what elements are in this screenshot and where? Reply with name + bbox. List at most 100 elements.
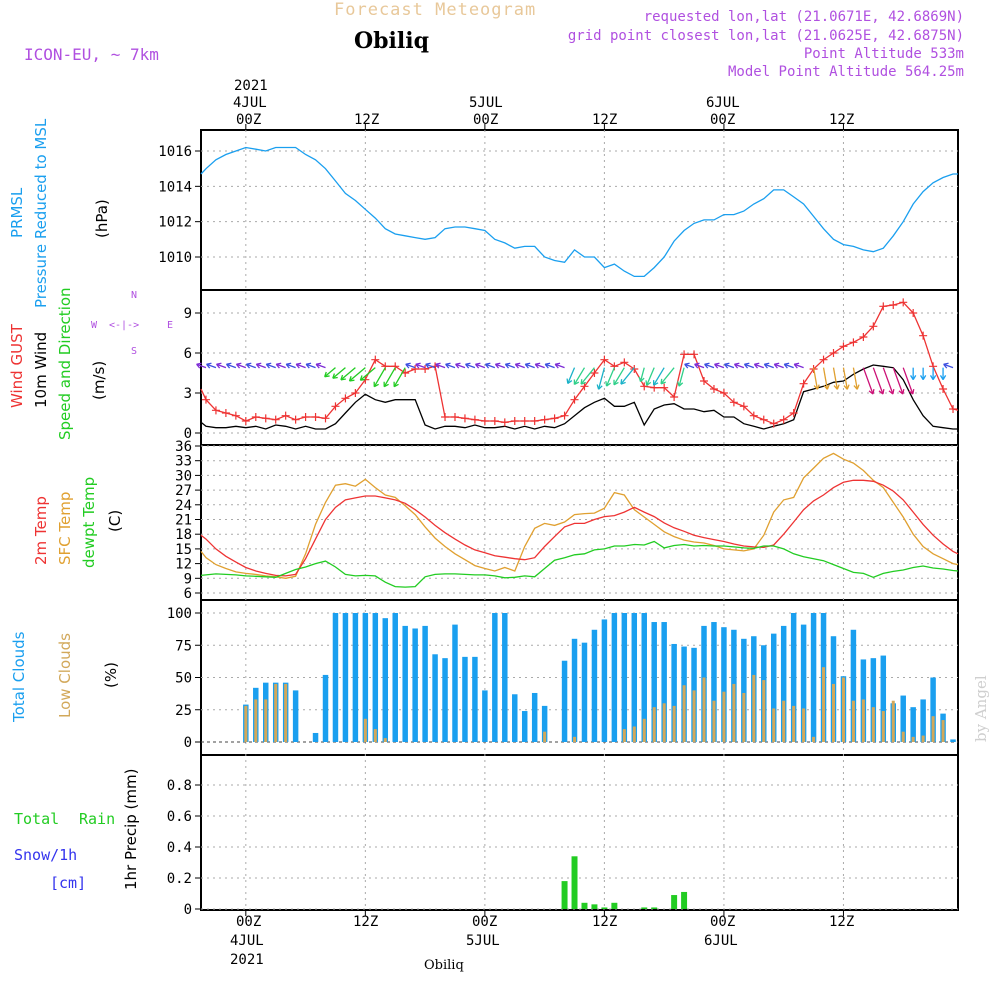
top-date-3: 5JUL — [469, 95, 503, 111]
gust-marker — [879, 302, 888, 311]
wind-arrow-head — [245, 362, 252, 369]
wind-arrow — [620, 367, 635, 385]
top-time-6: 12Z — [829, 112, 855, 128]
low-cloud-bar — [941, 720, 945, 742]
bottom-time-5: 00Z — [710, 914, 736, 930]
total-cloud-bar — [561, 660, 568, 742]
total-cloud-bar — [402, 625, 408, 742]
wind-arrow — [573, 367, 586, 385]
total-cloud-bar — [611, 613, 618, 742]
gust-marker — [381, 362, 390, 371]
wind-arrow — [515, 363, 525, 369]
gust-marker — [899, 298, 908, 307]
wind-arrow — [445, 363, 456, 369]
temp-ytick-label: 12 — [175, 557, 192, 573]
wind-arrow-head — [763, 362, 770, 369]
wind-arrow — [714, 363, 725, 369]
total-cloud-bar — [800, 624, 807, 742]
wind-arrow — [764, 363, 774, 369]
wind-ytick-label: 3 — [184, 386, 192, 402]
wind-arrow-head — [920, 375, 927, 381]
wind-arrow — [332, 367, 346, 379]
pressure-ytick-label: 1016 — [158, 144, 192, 160]
wind-arrow-head — [494, 362, 501, 369]
label-snow: Snow/1h — [14, 846, 78, 864]
low-cloud-bar — [622, 729, 626, 742]
wind-arrow-head — [393, 381, 399, 388]
total-cloud-bar — [482, 690, 488, 742]
wind-arrow-head — [435, 362, 441, 369]
gust-marker — [580, 382, 589, 391]
low-cloud-bar — [802, 708, 806, 742]
wind-arrow — [793, 363, 804, 369]
total-cloud-bar — [581, 642, 588, 742]
wind-arrow — [822, 367, 828, 390]
total-cloud-bar — [810, 613, 817, 742]
wind-arrow-head — [653, 380, 659, 386]
gust-marker — [231, 411, 240, 420]
wind-arrow-head — [596, 384, 603, 390]
gust-marker — [201, 395, 210, 404]
gust-marker — [839, 342, 848, 351]
total-cloud-bar — [362, 613, 369, 742]
wind-arrow — [276, 363, 286, 369]
wind-arrow — [196, 363, 207, 369]
wind-arrow — [324, 367, 336, 378]
wind-arrow-head — [305, 362, 312, 369]
gust-marker — [490, 417, 499, 425]
gust-marker — [530, 417, 539, 425]
wind-arrow — [236, 363, 247, 369]
wind-arrow — [256, 363, 266, 369]
wind-arrow-head — [910, 375, 917, 381]
temp-ytick-label: 36 — [175, 439, 192, 455]
wind-arrow-head — [813, 384, 820, 390]
low-cloud-bar — [861, 699, 865, 742]
wind-arrow-head — [773, 362, 780, 369]
low-cloud-bar — [881, 711, 885, 742]
wind-arrow-head — [743, 362, 750, 369]
wind-arrow-head — [359, 375, 366, 381]
requested-coords: requested lon,lat (21.0671E, 42.6869N) — [643, 9, 964, 25]
wind-arrow — [832, 367, 838, 390]
gust-marker — [211, 406, 220, 415]
total-cloud-bar — [741, 638, 747, 742]
gust-marker — [520, 417, 529, 425]
wind-arrow-head — [415, 362, 421, 369]
wind-arrow — [246, 363, 257, 369]
wind-arrow-head — [445, 362, 451, 369]
wind-arrow — [567, 367, 576, 384]
pressure-ytick-label: 1010 — [158, 250, 192, 266]
low-cloud-bar — [652, 707, 656, 742]
wind-arrow-head — [929, 375, 937, 381]
wind-arrow — [902, 367, 914, 395]
gust-marker — [680, 350, 689, 359]
wind-arrow — [266, 363, 276, 369]
low-cloud-bar — [662, 703, 666, 742]
bottom-time-4: 12Z — [592, 914, 618, 930]
low-cloud-bar — [822, 667, 826, 742]
wind-arrow-head — [405, 362, 411, 369]
wind-arrow-head — [425, 362, 431, 369]
wind-arrow — [744, 363, 755, 369]
wind-arrow — [639, 367, 645, 382]
gust-marker — [719, 389, 728, 397]
total-cloud-bar — [651, 622, 657, 742]
wind-arrow-head — [573, 379, 580, 386]
gust-marker — [939, 385, 948, 393]
cloud-ytick-label: 25 — [175, 703, 192, 719]
wind-arrow-head — [704, 362, 710, 369]
total-cloud-bar — [312, 732, 319, 742]
gust-marker — [510, 417, 519, 425]
wind-arrow-head — [534, 362, 541, 369]
wind-arrow — [315, 363, 326, 369]
wind-arrow — [852, 367, 858, 390]
total-cloud-bar — [880, 655, 887, 742]
total-cloud-bar — [472, 656, 478, 742]
total-cloud-bar — [571, 638, 578, 742]
wind-arrow — [206, 363, 217, 369]
gust-marker — [630, 365, 639, 373]
chart-title: Forecast Meteogram — [334, 0, 537, 20]
wind-arrow — [882, 367, 894, 395]
wind-ytick-label: 9 — [184, 306, 192, 322]
wind-arrow-head — [373, 381, 379, 388]
